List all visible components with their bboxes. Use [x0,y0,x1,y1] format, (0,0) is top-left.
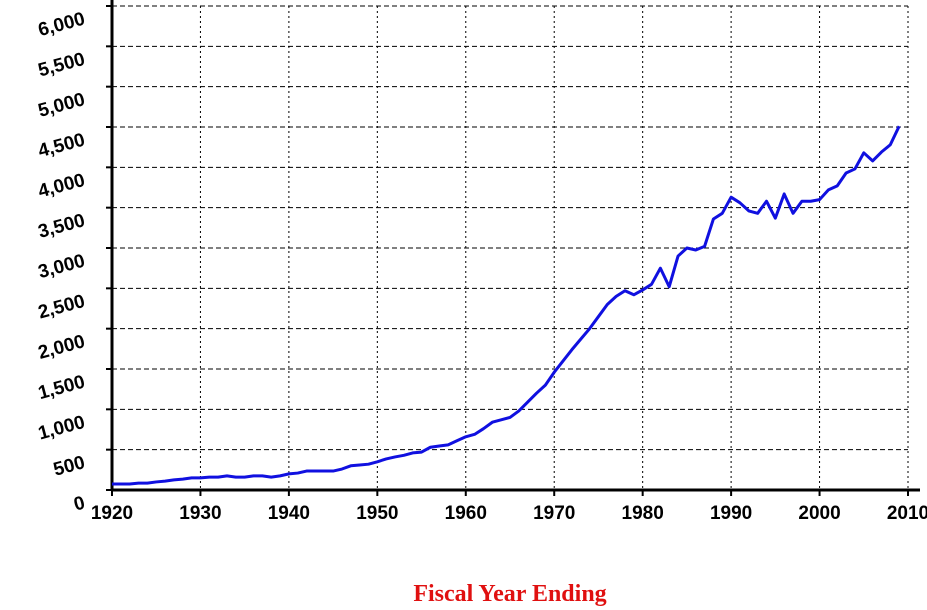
y-tick-label: 2,500 [36,291,87,324]
y-tick-label: 1,500 [36,372,87,405]
y-tick-label: 4,500 [36,130,87,163]
x-tick-label: 1960 [445,503,487,524]
y-tick-label: 5,000 [36,89,87,122]
x-tick-label: 1940 [268,503,310,524]
y-tick-label: 1,000 [36,412,87,445]
x-tick-label: 1920 [91,503,133,524]
y-tick-label: 4,000 [36,170,87,203]
y-tick-label: 6,000 [36,9,87,42]
data-line [112,125,901,486]
x-tick-label: 2000 [798,503,840,524]
x-tick-label: 1980 [622,503,664,524]
x-tick-label: 2010 [887,503,927,524]
x-tick-label: 1930 [179,503,221,524]
y-tick-label: 3,000 [36,251,87,284]
y-tick-label: 5,500 [36,49,87,82]
y-tick-label: 500 [51,452,87,480]
y-tick-label: 2,000 [36,331,87,364]
x-axis-label: Fiscal Year Ending [413,581,606,607]
x-tick-label: 1990 [710,503,752,524]
y-tick-label: 0 [72,493,88,516]
x-tick-label: 1950 [356,503,398,524]
y-tick-label: 3,500 [36,210,87,243]
x-tick-label: 1970 [533,503,575,524]
